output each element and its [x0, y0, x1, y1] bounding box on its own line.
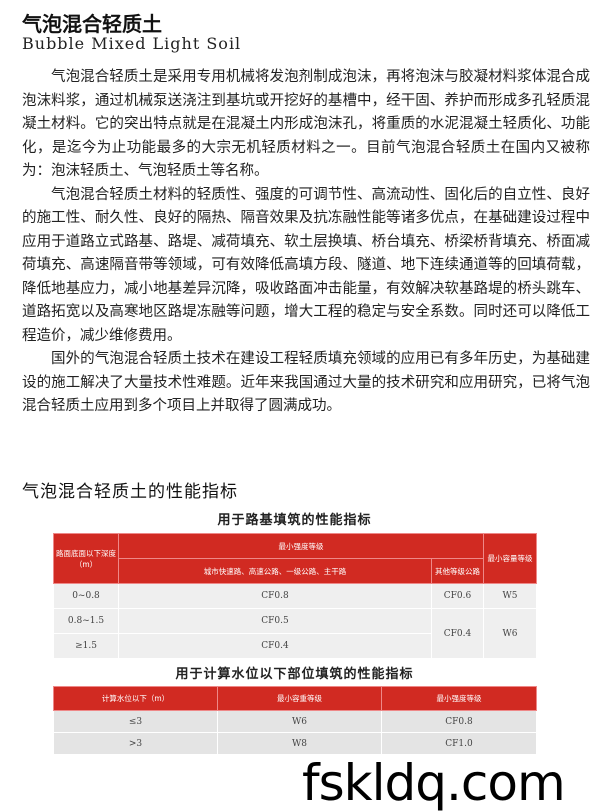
paragraph: 气泡混合轻质土材料的轻质性、强度的可调节性、高流动性、固化后的自立性、良好的施工… — [22, 186, 590, 344]
cell: 0.8~1.5 — [53, 608, 119, 634]
cell: ≥1.5 — [53, 633, 119, 659]
header-density: 最小容重等级 — [217, 686, 382, 711]
cell: CF0.4 — [431, 608, 484, 659]
cell: W6 — [483, 608, 537, 659]
table-row: ≥1.5 CF0.4 — [53, 633, 537, 659]
table-row: 0~0.8 CF0.8 CF0.6 W5 — [53, 583, 537, 609]
page-title: 气泡混合轻质土 — [22, 12, 162, 36]
cell: CF0.8 — [118, 583, 432, 609]
table1-title: 用于路基填筑的性能指标 — [217, 513, 372, 528]
cell: >3 — [53, 732, 218, 755]
table-row: 0.8~1.5 CF0.5 CF0.4 W6 — [53, 608, 537, 659]
table-row: ≤3 W6 CF0.8 — [53, 710, 537, 733]
roadbed-table: 路面底面以下深度（m） 最小强度等级 最小容量等级 城市快速路、高速公路、一级公… — [53, 533, 537, 659]
header-city: 城市快速路、高速公路、一级公路、主干路 — [118, 558, 432, 584]
header-strength: 最小强度等级 — [381, 686, 537, 711]
cell: W6 — [217, 710, 382, 733]
page-subtitle: Bubble Mixed Light Soil — [22, 34, 242, 53]
header-other: 其他等级公路 — [431, 558, 484, 584]
cell: CF1.0 — [381, 732, 537, 755]
cell: W5 — [483, 583, 537, 609]
header-strength: 最小强度等级 — [118, 533, 484, 559]
header-depth: 路面底面以下深度（m） — [53, 533, 119, 584]
watermark: fskldq.com — [302, 754, 566, 812]
cell: 0~0.8 — [53, 583, 119, 609]
header-density: 最小容量等级 — [483, 533, 537, 584]
cell: CF0.8 — [381, 710, 537, 733]
cell: CF0.6 — [431, 583, 484, 609]
cell: W8 — [217, 732, 382, 755]
cell: CF0.5 — [118, 608, 432, 634]
paragraph: 气泡混合轻质土是采用专用机械将发泡剂制成泡沫，再将泡沫与胶凝材料浆体混合成泡沫料… — [22, 69, 590, 179]
intro-text: 气泡混合轻质土是采用专用机械将发泡剂制成泡沫，再将泡沫与胶凝材料浆体混合成泡沫料… — [22, 66, 590, 419]
table-row: >3 W8 CF1.0 — [53, 732, 537, 755]
section-heading: 气泡混合轻质土的性能指标 — [22, 482, 238, 502]
underwater-table: 计算水位以下（m） 最小容重等级 最小强度等级 ≤3 W6 CF0.8 >3 W… — [53, 686, 537, 755]
paragraph: 国外的气泡混合轻质土技术在建设工程轻质填充领域的应用已有多年历史，为基础建设的施… — [22, 351, 590, 414]
cell: CF0.4 — [118, 633, 432, 659]
cell: ≤3 — [53, 710, 218, 733]
table2-title: 用于计算水位以下部位填筑的性能指标 — [175, 667, 414, 682]
header-water-level: 计算水位以下（m） — [53, 686, 218, 711]
